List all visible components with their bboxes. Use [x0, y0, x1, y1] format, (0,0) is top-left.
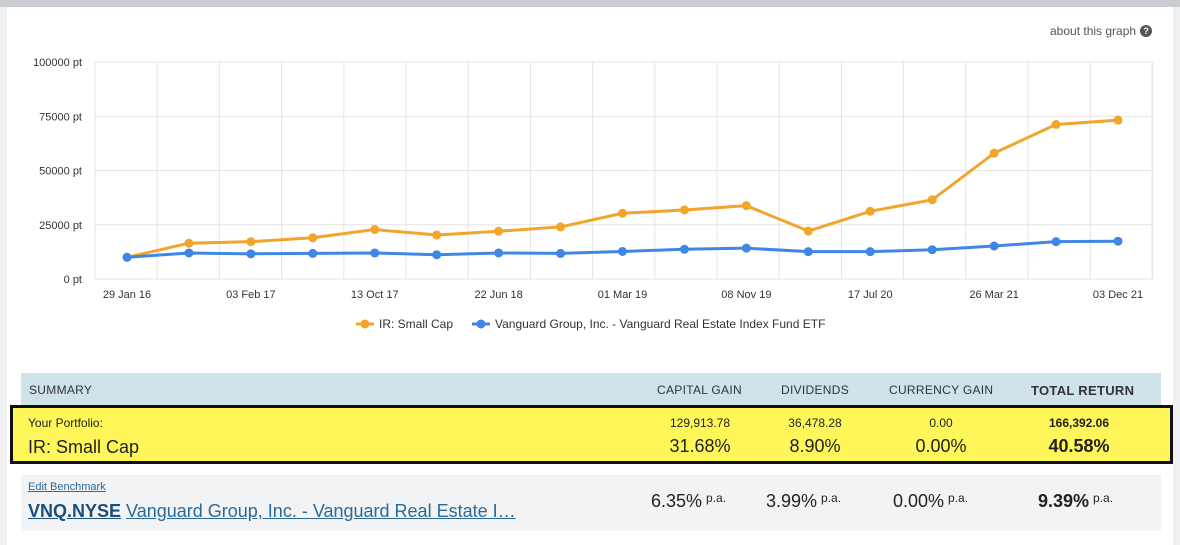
x-tick-label: 01 Mar 19 [598, 289, 648, 301]
legend-label: IR: Small Cap [379, 317, 453, 331]
portfolio-label: Your Portfolio: [28, 416, 103, 430]
data-point [927, 245, 937, 255]
data-point [432, 250, 442, 260]
pa-label: p.a. [1093, 491, 1114, 505]
data-point [122, 252, 132, 262]
portfolio-currency-gain-amount: 0.00 [929, 416, 953, 430]
data-point [865, 247, 875, 257]
series-line-0 [126, 118, 1119, 259]
data-point [246, 249, 256, 259]
data-point [618, 246, 627, 256]
x-tick-label: 26 Mar 21 [969, 289, 1019, 301]
legend-swatch-marker [476, 319, 486, 329]
data-point [494, 248, 504, 258]
data-point [803, 247, 813, 257]
data-point [308, 233, 318, 243]
series-layer [122, 115, 1123, 262]
data-point [679, 244, 689, 254]
pa-label: p.a. [821, 491, 842, 505]
benchmark-dividends: 3.99% p.a. [766, 491, 841, 512]
data-point [803, 226, 813, 236]
portfolio-total-return-amount: 166,392.06 [1048, 416, 1110, 430]
data-point [432, 230, 442, 240]
data-point [1113, 115, 1123, 125]
portfolio-capital-gain-amount: 129,913.78 [669, 416, 731, 430]
data-point [989, 148, 999, 158]
benchmark-name-link[interactable]: VNQ.NYSE Vanguard Group, Inc. - Vanguard… [28, 501, 516, 522]
data-point [370, 248, 380, 258]
about-graph-link[interactable]: about this graph ? [1050, 24, 1153, 38]
data-point [184, 248, 194, 258]
portfolio-row: Your Portfolio: IR: Small Cap 129,913.78… [10, 405, 1173, 464]
y-tick-label: 75000 pt [39, 111, 82, 123]
capital-gain-header: CAPITAL GAIN [657, 383, 742, 397]
legend-label: Vanguard Group, Inc. - Vanguard Real Est… [495, 317, 825, 331]
data-point [370, 225, 380, 235]
pa-label: p.a. [948, 491, 969, 505]
benchmark-total-return-pct: 9.39% [1038, 491, 1090, 511]
y-tick-label: 100000 pt [33, 57, 82, 69]
benchmark-fund-name[interactable]: Vanguard Group, Inc. - Vanguard Real Est… [126, 501, 516, 521]
benchmark-capital-gain: 6.35% p.a. [651, 491, 726, 512]
about-graph-label[interactable]: about this graph [1050, 24, 1137, 38]
benchmark-total-return: 9.39% p.a. [1038, 491, 1113, 512]
portfolio-name: IR: Small Cap [28, 437, 140, 457]
data-point [1051, 119, 1061, 129]
summary-header-row: SUMMARY CAPITAL GAIN DIVIDENDS CURRENCY … [21, 373, 1161, 406]
legend[interactable]: IR: Small Cap Vanguard Group, Inc. - Vang… [356, 317, 825, 331]
x-tick-label: 17 Jul 20 [848, 289, 893, 301]
benchmark-capital-gain-pct: 6.35% [651, 491, 703, 511]
data-point [741, 201, 751, 211]
y-tick-label: 25000 pt [39, 220, 82, 232]
portfolio-total-return-pct: 40.58% [1048, 436, 1110, 456]
benchmark-currency-gain: 0.00% p.a. [893, 491, 968, 512]
y-tick-label: 0 pt [64, 274, 82, 286]
x-tick-label: 08 Nov 19 [721, 289, 771, 301]
legend-swatch-marker [360, 319, 370, 329]
data-point [184, 238, 194, 248]
benchmark-ticker[interactable]: VNQ.NYSE [28, 501, 122, 521]
data-point [741, 243, 751, 253]
x-tick-label: 03 Feb 17 [226, 289, 276, 301]
dividends-header: DIVIDENDS [781, 383, 850, 397]
currency-gain-header: CURRENCY GAIN [889, 383, 994, 397]
data-point [618, 208, 627, 218]
data-point [927, 195, 937, 205]
benchmark-currency-gain-pct: 0.00% [893, 491, 945, 511]
portfolio-dividends-amount: 36,478.28 [788, 416, 842, 430]
summary-header: SUMMARY [29, 383, 93, 397]
data-point [1051, 237, 1061, 247]
edit-benchmark-link[interactable]: Edit Benchmark [28, 481, 106, 493]
data-point [246, 237, 256, 247]
data-point [1113, 236, 1123, 246]
x-tick-label: 29 Jan 16 [103, 289, 151, 301]
data-point [865, 206, 875, 216]
total-return-header: TOTAL RETURN [1031, 383, 1135, 398]
line-chart: 0 pt 25000 pt 50000 pt 75000 pt 100000 pt 29 … [33, 57, 1153, 331]
data-point [989, 241, 999, 251]
portfolio-dividends-pct: 8.90% [789, 436, 841, 456]
benchmark-row: Edit Benchmark VNQ.NYSE Vanguard Group, … [21, 475, 1161, 531]
data-point [679, 205, 689, 215]
portfolio-capital-gain-pct: 31.68% [669, 436, 731, 456]
data-point [308, 248, 318, 258]
portfolio-currency-gain-pct: 0.00% [915, 436, 967, 456]
help-icon[interactable]: ? [1140, 25, 1153, 37]
summary-table: SUMMARY CAPITAL GAIN DIVIDENDS CURRENCY … [21, 373, 1161, 406]
pa-label: p.a. [706, 491, 727, 505]
data-point [556, 248, 566, 258]
data-point [494, 226, 504, 236]
y-tick-label: 50000 pt [39, 166, 82, 178]
x-tick-label: 03 Dec 21 [1093, 289, 1143, 301]
top-border [0, 0, 1180, 7]
x-tick-label: 13 Oct 17 [351, 289, 399, 301]
data-point [556, 222, 566, 232]
axis-layer: 0 pt 25000 pt 50000 pt 75000 pt 100000 pt 29 … [33, 57, 1143, 301]
benchmark-dividends-pct: 3.99% [766, 491, 818, 511]
x-tick-label: 22 Jun 18 [474, 289, 522, 301]
